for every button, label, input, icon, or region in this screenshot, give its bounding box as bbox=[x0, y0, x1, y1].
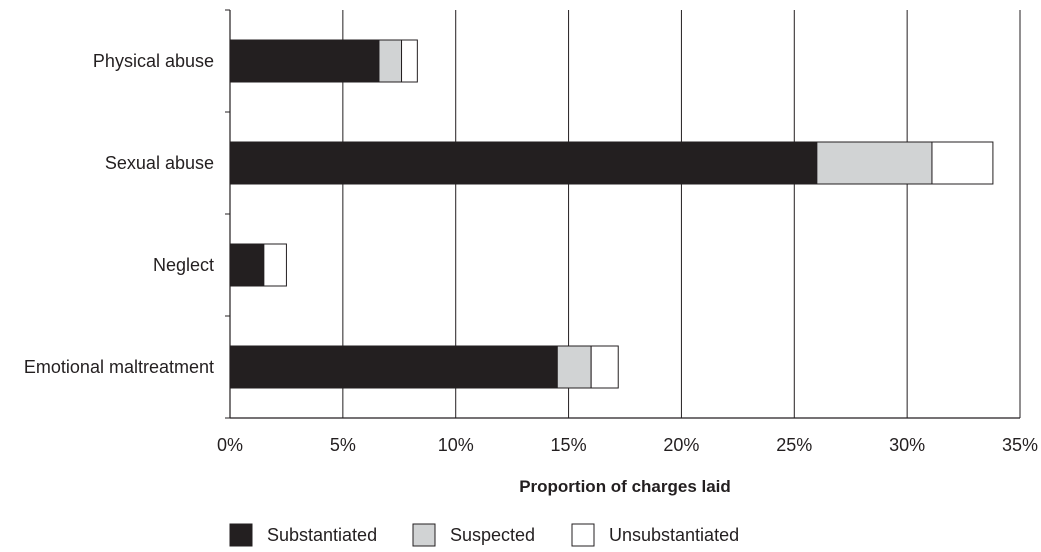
legend: Substantiated Suspected Unsubstantiated bbox=[229, 523, 739, 547]
legend-label: Unsubstantiated bbox=[609, 525, 739, 545]
bar-segment bbox=[816, 141, 933, 185]
x-tick-label: 30% bbox=[889, 435, 925, 455]
x-tick-label: 0% bbox=[217, 435, 243, 455]
category-label: Emotional maltreatment bbox=[24, 357, 214, 377]
legend-swatch bbox=[229, 523, 253, 547]
gridlines bbox=[342, 10, 1021, 418]
x-tick-label: 5% bbox=[330, 435, 356, 455]
x-tick-label: 25% bbox=[776, 435, 812, 455]
x-tick-label: 20% bbox=[663, 435, 699, 455]
x-axis-title: Proportion of charges laid bbox=[519, 477, 731, 496]
category-label: Neglect bbox=[153, 255, 214, 275]
legend-swatch bbox=[571, 523, 595, 547]
labels: 0% 5% 10% 15% 20% 25% 30% 35% Physical abuse Sexu… bbox=[24, 51, 1038, 455]
bar-segment bbox=[401, 39, 418, 83]
bar-segment bbox=[229, 39, 380, 83]
bar-segment bbox=[263, 243, 287, 287]
bar-segment bbox=[556, 345, 592, 389]
legend-label: Suspected bbox=[450, 525, 535, 545]
bar-segment bbox=[931, 141, 994, 185]
x-tick-label: 10% bbox=[438, 435, 474, 455]
bar-segment bbox=[590, 345, 619, 389]
bar-segment bbox=[378, 39, 403, 83]
bars bbox=[229, 39, 994, 389]
category-label: Sexual abuse bbox=[105, 153, 214, 173]
bar-segment bbox=[229, 345, 558, 389]
category-label: Physical abuse bbox=[93, 51, 214, 71]
legend-swatch bbox=[412, 523, 436, 547]
axes bbox=[225, 9, 1020, 419]
bar-segment bbox=[229, 141, 818, 185]
bar-segment bbox=[229, 243, 265, 287]
legend-label: Substantiated bbox=[267, 525, 377, 545]
x-tick-label: 15% bbox=[551, 435, 587, 455]
x-tick-label: 35% bbox=[1002, 435, 1038, 455]
